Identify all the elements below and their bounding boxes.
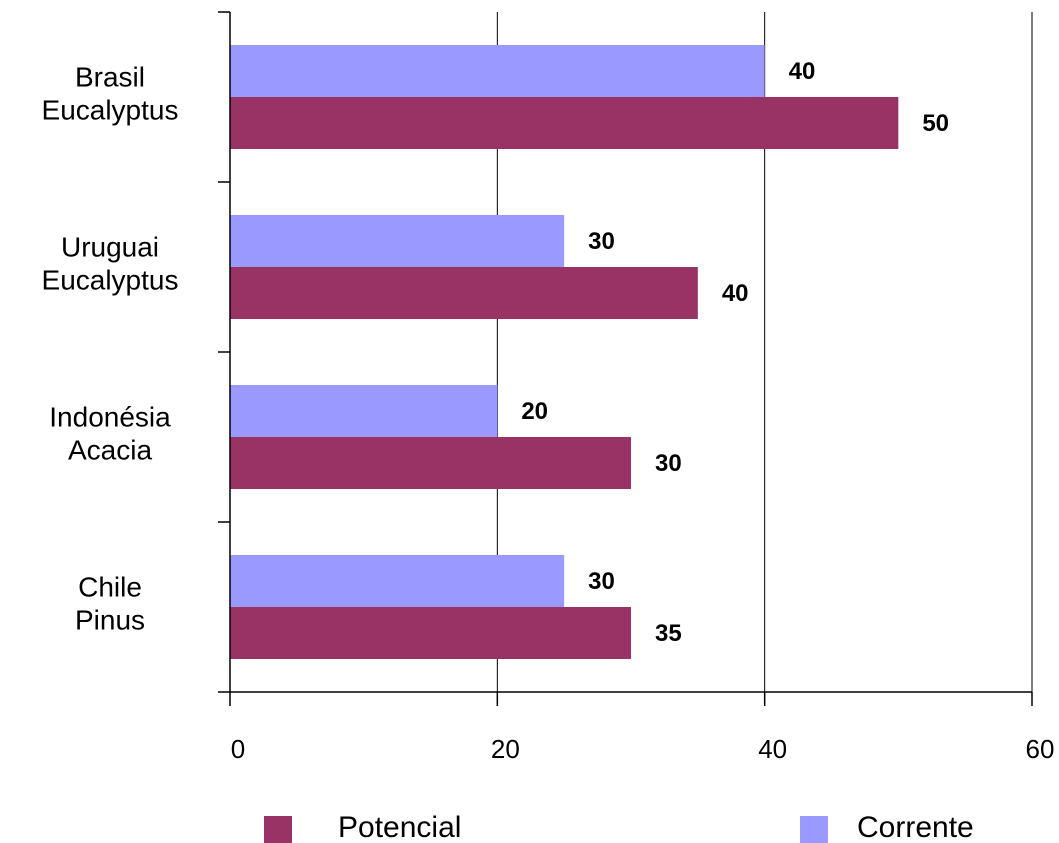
- data-label-potencial-3: 35: [655, 620, 682, 647]
- legend-swatch-potencial: [264, 816, 292, 843]
- category-label-2-0: Indonésia: [49, 402, 171, 433]
- category-label-0-1: Eucalyptus: [42, 95, 179, 126]
- legend-label-potencial: Potencial: [338, 811, 461, 843]
- bar-corrente-1: [230, 215, 565, 267]
- category-label-3-0: Chile: [78, 572, 142, 603]
- category-label-3-1: Pinus: [75, 605, 145, 636]
- category-label-2-1: Acacia: [68, 435, 152, 466]
- category-label-1-1: Eucalyptus: [42, 265, 179, 296]
- data-label-corrente-0: 40: [789, 58, 816, 85]
- labels: 4050BrasilEucalyptus3040UruguaiEucalyptu…: [42, 58, 1055, 764]
- x-tick-label-0: 0: [231, 734, 245, 764]
- bar-corrente-3: [230, 555, 565, 607]
- legend-swatch-corrente: [800, 816, 828, 843]
- axes: [218, 11, 1033, 706]
- data-label-potencial-1: 40: [722, 280, 749, 307]
- bar-corrente-2: [230, 385, 498, 437]
- bar-potencial-0: [230, 97, 899, 149]
- x-tick-label-40: 40: [758, 734, 787, 764]
- x-tick-label-60: 60: [1026, 734, 1055, 764]
- data-label-potencial-0: 50: [922, 110, 949, 137]
- legend-label-corrente: Corrente: [857, 811, 974, 843]
- category-label-1-0: Uruguai: [61, 232, 159, 263]
- bar-potencial-2: [230, 437, 631, 489]
- data-label-corrente-2: 20: [521, 398, 548, 425]
- data-label-potencial-2: 30: [655, 450, 682, 477]
- data-label-corrente-1: 30: [588, 228, 615, 255]
- bars: [230, 45, 899, 659]
- bar-corrente-0: [230, 45, 765, 97]
- bar-potencial-1: [230, 267, 698, 319]
- category-label-0-0: Brasil: [75, 62, 145, 93]
- bar-potencial-3: [230, 607, 631, 659]
- x-tick-label-20: 20: [491, 734, 520, 764]
- data-label-corrente-3: 30: [588, 568, 615, 595]
- legend: Potencial Corrente: [264, 811, 974, 843]
